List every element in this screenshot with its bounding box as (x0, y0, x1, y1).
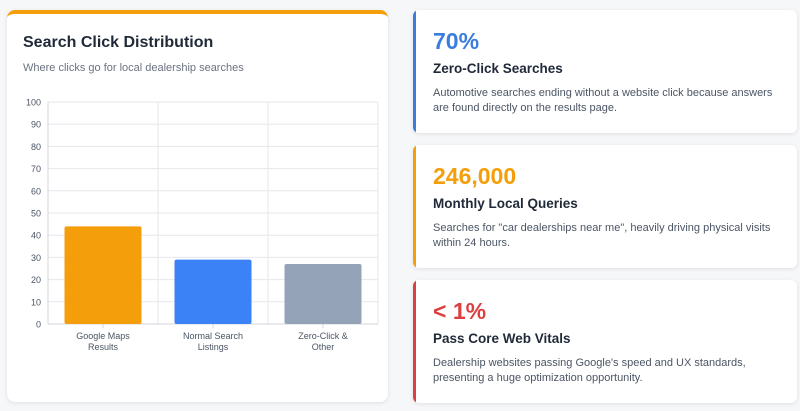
y-tick-label: 0 (36, 320, 41, 330)
bar (284, 264, 362, 324)
y-tick-label: 100 (26, 98, 41, 108)
stat-accent (413, 10, 416, 133)
y-tick-label: 40 (31, 231, 41, 241)
y-tick-label: 90 (31, 120, 41, 130)
stat-accent (413, 145, 416, 268)
y-tick-label: 10 (31, 297, 41, 307)
x-tick-label: Other (312, 342, 335, 352)
stat-label: Zero-Click Searches (433, 61, 563, 76)
y-tick-label: 50 (31, 209, 41, 219)
y-tick-label: 60 (31, 186, 41, 196)
stat-accent (413, 280, 416, 403)
bar (174, 259, 252, 324)
bar (64, 226, 142, 324)
stat-card-local-queries: 246,000 Monthly Local Queries Searches f… (413, 145, 797, 268)
stat-value: < 1% (433, 298, 487, 324)
x-tick-label: Listings (198, 342, 229, 352)
stat-value: 246,000 (433, 163, 517, 189)
y-tick-label: 30 (31, 253, 41, 263)
chart-card: Search Click Distribution Where clicks g… (7, 10, 388, 402)
y-tick-label: 20 (31, 275, 41, 285)
stat-description: Automotive searches ending without a web… (433, 87, 773, 114)
x-tick-label: Results (88, 342, 119, 352)
bar-chart: 0 10 20 30 40 50 60 70 80 90 100 Google MapsResults… (26, 98, 379, 352)
chart-subtitle: Where clicks go for local dealership sea… (23, 62, 244, 74)
stat-label: Monthly Local Queries (433, 196, 578, 211)
y-tick-label: 80 (31, 142, 41, 152)
stat-value: 70% (433, 28, 480, 54)
x-tick-label: Google Maps (76, 331, 130, 341)
stat-label: Pass Core Web Vitals (433, 331, 571, 346)
stat-card-web-vitals: < 1% Pass Core Web Vitals Dealership web… (413, 280, 797, 403)
chart-title: Search Click Distribution (23, 34, 214, 51)
stat-description: Dealership websites passing Google's spe… (433, 357, 746, 384)
x-tick-label: Normal Search (183, 331, 243, 341)
stat-description: Searches for "car dealerships near me", … (433, 222, 771, 249)
stat-card-zero-click: 70% Zero-Click Searches Automotive searc… (413, 10, 797, 133)
y-tick-label: 70 (31, 164, 41, 174)
x-tick-label: Zero-Click & (298, 331, 348, 341)
